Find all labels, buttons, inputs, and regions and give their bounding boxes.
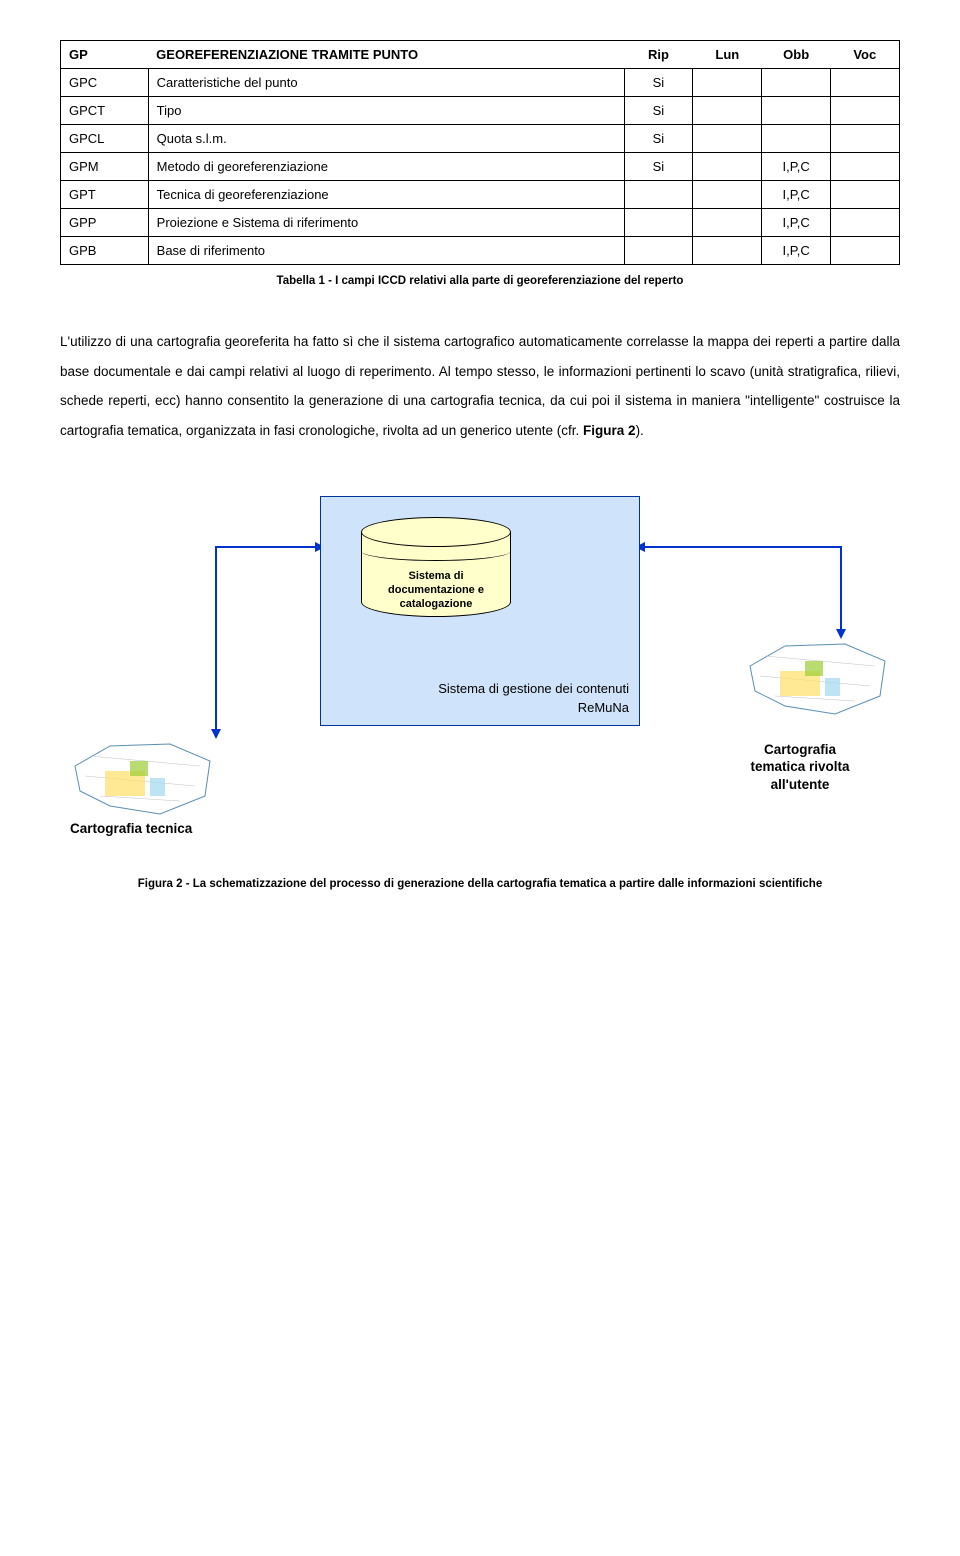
table-cell — [831, 153, 900, 181]
table-cell — [831, 125, 900, 153]
table-row: GPCLQuota s.l.m.Si — [61, 125, 900, 153]
table-cell — [693, 153, 762, 181]
table-caption: Tabella 1 - I campi ICCD relativi alla p… — [60, 275, 900, 287]
table-cell: Si — [624, 97, 693, 125]
table-cell — [693, 209, 762, 237]
table-cell — [693, 181, 762, 209]
arrow-segment — [215, 546, 217, 731]
table-cell: I,P,C — [762, 153, 831, 181]
table-cell: Tecnica di georeferenziazione — [148, 181, 624, 209]
table-cell — [693, 237, 762, 265]
table-cell — [624, 209, 693, 237]
system-label: Sistema di gestione dei contenuti ReMuNa — [341, 680, 629, 716]
table-cell — [762, 97, 831, 125]
table-cell: Si — [624, 69, 693, 97]
body-text-a: L'utilizzo di una cartografia georeferit… — [60, 334, 900, 438]
table-header: GP GEOREFERENZIAZIONE TRAMITE PUNTO Rip … — [61, 41, 900, 69]
arrow-segment — [640, 546, 840, 548]
table-cell — [762, 69, 831, 97]
table-cell: Si — [624, 153, 693, 181]
table-cell: GPC — [61, 69, 149, 97]
table-cell: GPB — [61, 237, 149, 265]
table-cell: I,P,C — [762, 237, 831, 265]
table-cell: Caratteristiche del punto — [148, 69, 624, 97]
table-cell: GPM — [61, 153, 149, 181]
table-row: GPPProiezione e Sistema di riferimento I,… — [61, 209, 900, 237]
table-cell: Si — [624, 125, 693, 153]
table-cell — [762, 125, 831, 153]
table-row: GPTTecnica di georeferenziazione I,P,C — [61, 181, 900, 209]
table-cell — [831, 237, 900, 265]
database-icon: Sistema di documentazione e catalogazion… — [361, 517, 511, 632]
arrow-segment — [215, 546, 320, 548]
table-row: GPMMetodo di georeferenziazioneSi I,P,C — [61, 153, 900, 181]
map-thumbnail-left — [70, 736, 215, 821]
table-cell: GPT — [61, 181, 149, 209]
th-rip: Rip — [624, 41, 693, 69]
diagram: Sistema di documentazione e catalogazion… — [60, 486, 900, 846]
label-cartografia-tecnica: Cartografia tecnica — [70, 821, 192, 836]
label-cartografia-utente: Cartografia tematica rivolta all'utente — [710, 741, 890, 794]
diagram-container: Sistema di documentazione e catalogazion… — [60, 486, 900, 846]
table-cell — [693, 125, 762, 153]
table-cell — [831, 69, 900, 97]
table-row: GPCCaratteristiche del puntoSi — [61, 69, 900, 97]
table-cell — [831, 181, 900, 209]
table-cell: GPCL — [61, 125, 149, 153]
db-label: Sistema di documentazione e catalogazion… — [361, 569, 511, 612]
table-cell — [624, 237, 693, 265]
body-text-bold: Figura 2 — [583, 423, 636, 438]
table-cell — [693, 97, 762, 125]
table-cell — [831, 97, 900, 125]
table-cell: I,P,C — [762, 181, 831, 209]
table-cell: GPP — [61, 209, 149, 237]
arrow-segment — [840, 546, 842, 631]
table-cell — [693, 69, 762, 97]
figure-caption: Figura 2 - La schematizzazione del proce… — [60, 876, 900, 892]
table-cell: I,P,C — [762, 209, 831, 237]
system-box: Sistema di documentazione e catalogazion… — [320, 496, 640, 726]
map-thumbnail-right — [745, 636, 890, 721]
table-row: GPCTTipoSi — [61, 97, 900, 125]
th-desc: GEOREFERENZIAZIONE TRAMITE PUNTO — [148, 41, 624, 69]
table-cell: Quota s.l.m. — [148, 125, 624, 153]
table-cell — [831, 209, 900, 237]
table-cell: GPCT — [61, 97, 149, 125]
body-paragraph: L'utilizzo di una cartografia georeferit… — [60, 327, 900, 446]
table-cell: Tipo — [148, 97, 624, 125]
table-row: GPBBase di riferimento I,P,C — [61, 237, 900, 265]
table-cell: Proiezione e Sistema di riferimento — [148, 209, 624, 237]
body-text-b: ). — [636, 423, 644, 438]
table-cell: Base di riferimento — [148, 237, 624, 265]
th-lun: Lun — [693, 41, 762, 69]
th-code: GP — [61, 41, 149, 69]
table-cell: Metodo di georeferenziazione — [148, 153, 624, 181]
table-cell — [624, 181, 693, 209]
th-obb: Obb — [762, 41, 831, 69]
th-voc: Voc — [831, 41, 900, 69]
georef-table: GP GEOREFERENZIAZIONE TRAMITE PUNTO Rip … — [60, 40, 900, 265]
